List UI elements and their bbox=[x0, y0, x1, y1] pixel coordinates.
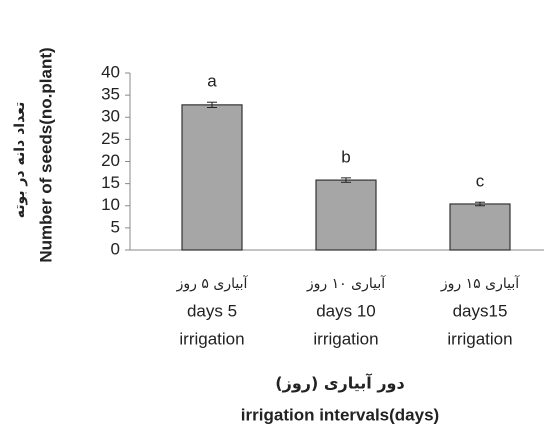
x-tick-label: آبیاری ۱۰ روز bbox=[306, 275, 386, 292]
x-tick-label: days15 bbox=[453, 301, 508, 320]
x-axis-title: دور آبیاری (روز) bbox=[275, 373, 404, 393]
x-tick-label: irrigation bbox=[179, 329, 244, 348]
y-tick-label: 15 bbox=[101, 173, 120, 192]
y-axis-title: Number of seeds(no.plant) bbox=[36, 47, 55, 262]
y-tick-label: 30 bbox=[101, 107, 120, 126]
x-tick-label: days 10 bbox=[316, 301, 376, 320]
bar bbox=[315, 179, 377, 251]
y-tick-label: 35 bbox=[101, 85, 120, 104]
y-tick-label: 25 bbox=[101, 129, 120, 148]
x-tick-label: irrigation bbox=[313, 329, 378, 348]
x-axis-title: irrigation intervals(days) bbox=[241, 405, 439, 424]
y-tick-label: 20 bbox=[101, 151, 120, 170]
y-tick-label: 40 bbox=[101, 62, 120, 81]
significance-letter: a bbox=[207, 72, 217, 91]
y-tick-label: 10 bbox=[101, 195, 120, 214]
significance-letter: c bbox=[476, 172, 485, 191]
bar bbox=[449, 203, 511, 251]
y-tick-label: 0 bbox=[111, 239, 120, 258]
y-tick-label: 5 bbox=[111, 217, 120, 236]
x-tick-label: آبیاری ۱۵ روز bbox=[440, 275, 520, 292]
x-tick-label: irrigation bbox=[447, 329, 512, 348]
significance-letter: b bbox=[341, 147, 350, 166]
bar bbox=[181, 104, 243, 251]
x-tick-label: days 5 bbox=[187, 301, 237, 320]
y-axis-title: تعداد دانه در بوته bbox=[12, 102, 28, 219]
x-tick-label: آبیاری ۵ روز bbox=[176, 275, 249, 292]
